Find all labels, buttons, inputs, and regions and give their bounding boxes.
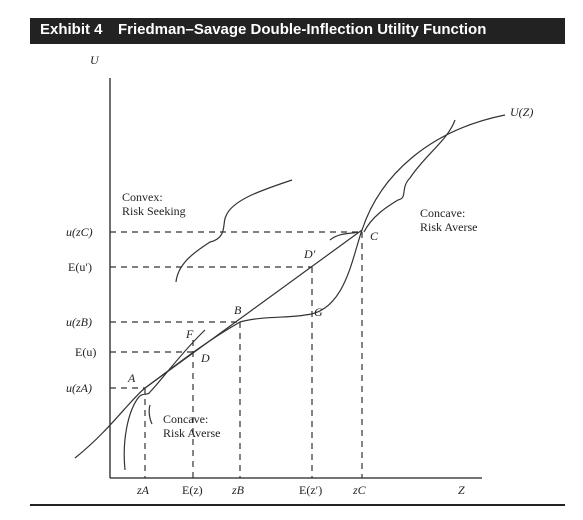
upper-concave-brace	[363, 119, 456, 233]
concave-lower-sub: Risk Averse	[163, 426, 220, 440]
point-f: F	[185, 327, 194, 341]
upper-concave-brace-tail	[329, 231, 359, 241]
concave-lower-title: Concave:	[163, 412, 208, 426]
point-g: G	[314, 305, 323, 319]
y-tick-uzb: u(zB)	[66, 315, 92, 329]
x-tick-za: zA	[136, 483, 150, 497]
x-tick-ez-prime: E(z′)	[299, 483, 322, 497]
x-tick-ez: E(z)	[182, 483, 203, 497]
exhibit-header-bar	[30, 18, 565, 44]
point-c: C	[370, 229, 379, 243]
chord-a-c	[144, 229, 363, 389]
convex-brace	[175, 179, 293, 283]
convex-title: Convex:	[122, 190, 163, 204]
concave-upper-title: Concave:	[420, 206, 465, 220]
y-tick-uzc: u(zC)	[66, 225, 93, 239]
x-tick-zb: zB	[231, 483, 245, 497]
point-d-prime: D′	[303, 247, 316, 261]
bottom-rule	[30, 504, 565, 506]
y-tick-eu: E(u)	[75, 345, 96, 359]
x-tick-zc: zC	[352, 483, 367, 497]
point-d: D	[200, 351, 210, 365]
point-b: B	[234, 303, 242, 317]
y-axis-label: U	[90, 53, 100, 67]
exhibit-title: Friedman–Savage Double-Inflection Utilit…	[118, 21, 487, 38]
concave-upper-sub: Risk Averse	[420, 220, 477, 234]
point-a: A	[127, 371, 136, 385]
convex-sub: Risk Seeking	[122, 204, 186, 218]
exhibit-number: Exhibit 4	[40, 21, 103, 38]
lower-concave-brace	[123, 329, 206, 471]
curve-label: U(Z)	[510, 105, 533, 119]
y-tick-eu-prime: E(u′)	[68, 260, 92, 274]
utility-curve	[74, 114, 506, 459]
x-axis-label: Z	[458, 483, 465, 497]
y-tick-uza: u(zA)	[66, 381, 92, 395]
lower-concave-brace-tail	[148, 404, 153, 425]
